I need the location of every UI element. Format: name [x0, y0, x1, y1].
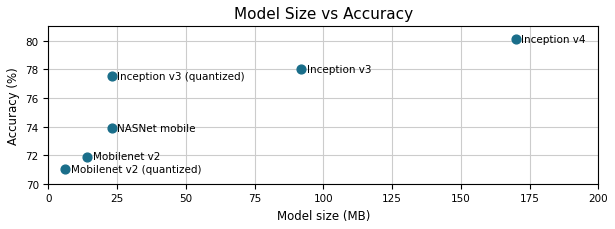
- Text: Mobilenet v2 (quantized): Mobilenet v2 (quantized): [71, 164, 201, 174]
- X-axis label: Model size (MB): Model size (MB): [277, 209, 370, 222]
- Point: [60, 168, 70, 172]
- Text: Mobilenet v2: Mobilenet v2: [92, 152, 160, 162]
- Title: Model Size vs Accuracy: Model Size vs Accuracy: [234, 7, 413, 22]
- Text: Inception v3 (quantized): Inception v3 (quantized): [117, 72, 245, 82]
- Text: Inception v4: Inception v4: [522, 35, 586, 45]
- Text: NASNet mobile: NASNet mobile: [117, 123, 196, 133]
- Point: [296, 68, 306, 72]
- Point: [511, 38, 521, 42]
- Text: Inception v3: Inception v3: [307, 65, 371, 75]
- Point: [82, 155, 92, 159]
- Point: [107, 75, 117, 79]
- Y-axis label: Accuracy (%): Accuracy (%): [7, 67, 20, 144]
- Point: [107, 127, 117, 130]
